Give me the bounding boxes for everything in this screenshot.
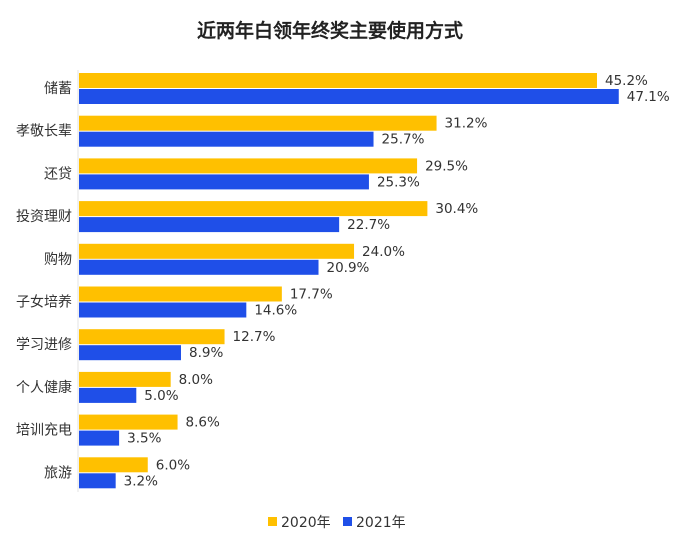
category-label: 学习进修 xyxy=(16,337,72,353)
bar-2020年 xyxy=(79,243,355,259)
bar-2020年 xyxy=(79,73,597,88)
data-label: 24.0% xyxy=(362,244,405,260)
bar-2021年 xyxy=(79,131,374,147)
bar-2020年 xyxy=(79,201,428,217)
legend-swatch xyxy=(343,517,352,526)
bar-2021年 xyxy=(79,217,340,233)
bar-2021年 xyxy=(79,387,137,403)
legend-label: 2020年 xyxy=(281,515,331,531)
data-label: 12.7% xyxy=(233,329,276,345)
data-label: 45.2% xyxy=(605,73,648,89)
bar-2020年 xyxy=(79,457,148,473)
data-label: 8.9% xyxy=(189,345,223,361)
bar-2021年 xyxy=(79,259,319,275)
data-label: 17.7% xyxy=(290,287,333,303)
data-label: 3.2% xyxy=(124,473,158,489)
category-label: 子女培养 xyxy=(16,294,72,311)
data-label: 20.9% xyxy=(327,260,370,276)
bar-2020年 xyxy=(79,329,225,345)
category-label: 培训充电 xyxy=(16,423,72,439)
data-label: 3.5% xyxy=(127,431,161,447)
bar-2021年 xyxy=(79,345,181,361)
data-label: 47.1% xyxy=(627,89,670,105)
data-label: 8.6% xyxy=(186,415,220,431)
bar-2021年 xyxy=(79,89,619,104)
data-label: 30.4% xyxy=(435,201,478,217)
bar-2020年 xyxy=(79,115,437,131)
category-label: 孝敬长辈 xyxy=(16,124,72,140)
legend-label: 2021年 xyxy=(356,515,406,531)
category-label: 投资理财 xyxy=(16,209,72,225)
bar-2020年 xyxy=(79,158,418,174)
category-label: 还贷 xyxy=(44,166,72,182)
category-label: 储蓄 xyxy=(44,81,72,97)
bar-2021年 xyxy=(79,473,116,489)
data-label: 31.2% xyxy=(445,116,488,132)
data-label: 22.7% xyxy=(347,217,390,233)
bar-2021年 xyxy=(79,174,369,190)
bar-2021年 xyxy=(79,302,247,318)
data-label: 8.0% xyxy=(179,372,213,388)
data-label: 6.0% xyxy=(156,457,190,473)
bar-2020年 xyxy=(79,414,178,430)
legend: 2020年 2021年 xyxy=(268,515,406,531)
bar-2021年 xyxy=(79,430,120,446)
category-label: 购物 xyxy=(44,252,72,268)
category-label: 个人健康 xyxy=(16,379,72,396)
category-label: 旅游 xyxy=(44,465,72,481)
data-label: 25.7% xyxy=(382,132,425,148)
bar-2020年 xyxy=(79,286,282,302)
bar-2020年 xyxy=(79,371,171,387)
data-label: 14.6% xyxy=(254,303,297,319)
data-label: 5.0% xyxy=(144,388,178,404)
legend-swatch xyxy=(268,517,277,526)
data-label: 25.3% xyxy=(377,174,420,190)
chart-title: 近两年白领年终奖主要使用方式 xyxy=(197,19,463,42)
data-label: 29.5% xyxy=(425,158,468,174)
